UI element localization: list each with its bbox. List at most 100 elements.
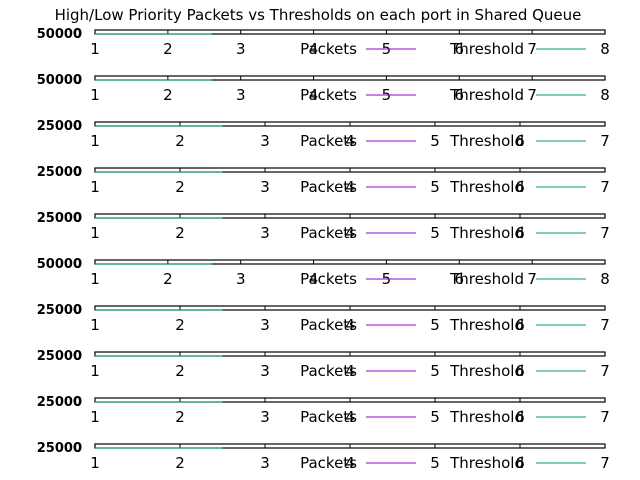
y-tick-label: 0 (73, 441, 82, 456)
x-tick-label: 3 (260, 362, 270, 380)
x-tick-label: 2 (175, 362, 185, 380)
y-tick-label: 50000 (37, 257, 82, 272)
legend-label-threshold: Threshold (449, 408, 524, 426)
y-tick-label: 50000 (37, 27, 82, 42)
chart-title: High/Low Priority Packets vs Thresholds … (55, 6, 582, 24)
legend-label-packets: Packets (300, 178, 357, 196)
x-tick-label: 6 (515, 408, 525, 426)
x-tick-label: 8 (600, 40, 610, 58)
x-tick-label: 7 (600, 454, 610, 472)
legend-label-threshold: Threshold (449, 40, 524, 58)
legend-label-threshold: Threshold (449, 178, 524, 196)
y-tick-label: 0 (73, 27, 82, 42)
x-tick-label: 6 (455, 270, 465, 288)
legend-label-packets: Packets (300, 316, 357, 334)
legend-label-packets: Packets (300, 86, 357, 104)
y-tick-label: 50000 (37, 73, 82, 88)
x-tick-label: 2 (163, 86, 173, 104)
y-tick-label: 25000 (37, 349, 82, 364)
x-tick-label: 6 (515, 224, 525, 242)
x-tick-label: 6 (515, 132, 525, 150)
x-tick-label: 4 (345, 224, 355, 242)
y-tick-label: 0 (73, 119, 82, 134)
x-tick-label: 3 (236, 40, 246, 58)
legend-label-threshold: Threshold (449, 316, 524, 334)
x-tick-label: 7 (600, 362, 610, 380)
x-tick-label: 4 (345, 408, 355, 426)
y-tick-label: 25000 (37, 165, 82, 180)
x-tick-label: 2 (163, 270, 173, 288)
x-tick-label: 4 (309, 270, 319, 288)
x-tick-label: 3 (236, 270, 246, 288)
x-tick-label: 1 (90, 316, 100, 334)
x-tick-label: 5 (430, 454, 440, 472)
x-tick-label: 3 (260, 132, 270, 150)
legend-label-packets: Packets (300, 132, 357, 150)
x-tick-label: 4 (345, 454, 355, 472)
y-tick-label: 0 (73, 395, 82, 410)
x-tick-label: 8 (600, 270, 610, 288)
x-tick-label: 2 (175, 224, 185, 242)
x-tick-label: 4 (345, 362, 355, 380)
legend-label-threshold: Threshold (449, 132, 524, 150)
x-tick-label: 3 (260, 224, 270, 242)
y-tick-label: 25000 (37, 119, 82, 134)
x-tick-label: 7 (527, 270, 537, 288)
y-tick-label: 0 (73, 211, 82, 226)
x-tick-label: 1 (90, 40, 100, 58)
x-tick-label: 5 (430, 224, 440, 242)
x-tick-label: 1 (90, 178, 100, 196)
x-tick-label: 6 (515, 178, 525, 196)
x-tick-label: 6 (515, 316, 525, 334)
y-tick-label: 0 (73, 303, 82, 318)
x-tick-label: 6 (455, 86, 465, 104)
x-tick-label: 5 (430, 178, 440, 196)
x-tick-label: 2 (175, 454, 185, 472)
x-tick-label: 4 (309, 86, 319, 104)
legend-label-packets: Packets (300, 224, 357, 242)
x-tick-label: 1 (90, 362, 100, 380)
x-tick-label: 1 (90, 224, 100, 242)
y-tick-label: 25000 (37, 395, 82, 410)
x-tick-label: 7 (527, 86, 537, 104)
legend-label-packets: Packets (300, 270, 357, 288)
x-tick-label: 4 (345, 132, 355, 150)
x-tick-label: 1 (90, 270, 100, 288)
x-tick-label: 1 (90, 408, 100, 426)
legend-label-packets: Packets (300, 40, 357, 58)
x-tick-label: 2 (175, 178, 185, 196)
y-tick-label: 25000 (37, 303, 82, 318)
legend-label-packets: Packets (300, 408, 357, 426)
plot-frame (94, 75, 606, 81)
x-tick-label: 2 (175, 132, 185, 150)
x-tick-label: 7 (527, 40, 537, 58)
x-tick-label: 5 (430, 132, 440, 150)
x-tick-label: 4 (345, 178, 355, 196)
legend-label-packets: Packets (300, 454, 357, 472)
x-tick-label: 3 (260, 178, 270, 196)
y-tick-label: 25000 (37, 211, 82, 226)
x-tick-label: 6 (515, 454, 525, 472)
x-tick-label: 7 (600, 316, 610, 334)
x-tick-label: 7 (600, 408, 610, 426)
x-tick-label: 3 (260, 316, 270, 334)
x-tick-label: 2 (175, 408, 185, 426)
legend-label-threshold: Threshold (449, 86, 524, 104)
x-tick-label: 5 (430, 362, 440, 380)
x-tick-label: 1 (90, 132, 100, 150)
x-tick-label: 5 (430, 316, 440, 334)
x-tick-label: 3 (236, 86, 246, 104)
y-tick-label: 25000 (37, 441, 82, 456)
legend-label-packets: Packets (300, 362, 357, 380)
x-tick-label: 7 (600, 132, 610, 150)
plot-frame (94, 259, 606, 265)
